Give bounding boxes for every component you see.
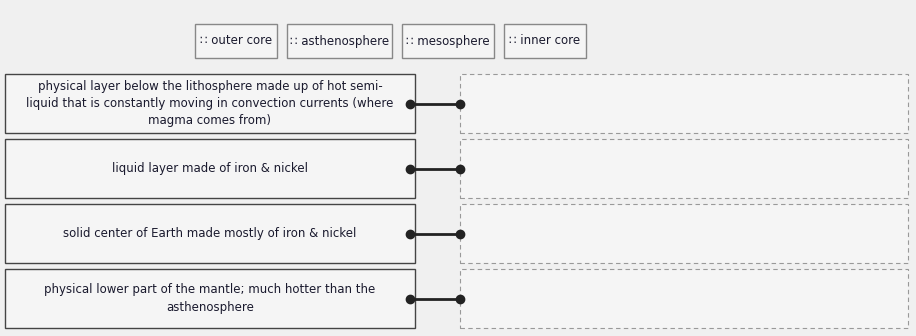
Text: ∷ outer core: ∷ outer core (200, 35, 272, 47)
Text: ∷ mesosphere: ∷ mesosphere (406, 35, 490, 47)
FancyBboxPatch shape (5, 269, 415, 328)
FancyBboxPatch shape (460, 204, 908, 263)
FancyBboxPatch shape (460, 139, 908, 198)
Text: ∷ inner core: ∷ inner core (509, 35, 581, 47)
Text: physical lower part of the mantle; much hotter than the
asthenosphere: physical lower part of the mantle; much … (44, 284, 376, 313)
Text: ∷ asthenosphere: ∷ asthenosphere (290, 35, 389, 47)
FancyBboxPatch shape (5, 74, 415, 133)
FancyBboxPatch shape (195, 24, 277, 58)
FancyBboxPatch shape (460, 269, 908, 328)
FancyBboxPatch shape (504, 24, 586, 58)
FancyBboxPatch shape (5, 204, 415, 263)
FancyBboxPatch shape (460, 74, 908, 133)
FancyBboxPatch shape (402, 24, 494, 58)
Text: physical layer below the lithosphere made up of hot semi-
liquid that is constan: physical layer below the lithosphere mad… (27, 80, 394, 127)
Text: liquid layer made of iron & nickel: liquid layer made of iron & nickel (112, 162, 308, 175)
Text: solid center of Earth made mostly of iron & nickel: solid center of Earth made mostly of iro… (63, 227, 356, 240)
FancyBboxPatch shape (287, 24, 392, 58)
FancyBboxPatch shape (5, 139, 415, 198)
